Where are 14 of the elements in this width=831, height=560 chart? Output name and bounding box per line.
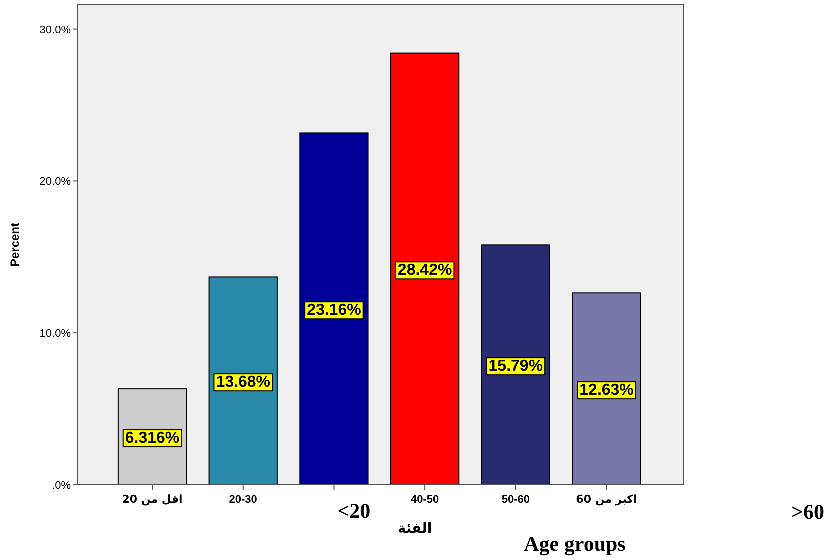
y-tick-label: 10.0% <box>40 328 72 340</box>
x-tick-label: 20-30 <box>229 494 258 506</box>
y-tick-label: 30.0% <box>40 24 72 36</box>
y-axis-title: Percent <box>8 222 22 268</box>
x-tick-label: اقل من 20 <box>122 493 183 506</box>
x-tick-label: 50-60 <box>502 494 530 506</box>
y-tick-label: .0% <box>52 480 72 492</box>
text: >60 <box>792 500 824 524</box>
x-tick-label: اكبر من 60 <box>576 493 638 506</box>
y-tick-label: 20.0% <box>40 176 72 188</box>
x-tick-label: 40-50 <box>410 494 440 506</box>
x-tick-label: <20 <box>338 499 371 523</box>
text: Age groups <box>524 532 626 556</box>
x-axis-title: الفئة <box>398 521 432 537</box>
